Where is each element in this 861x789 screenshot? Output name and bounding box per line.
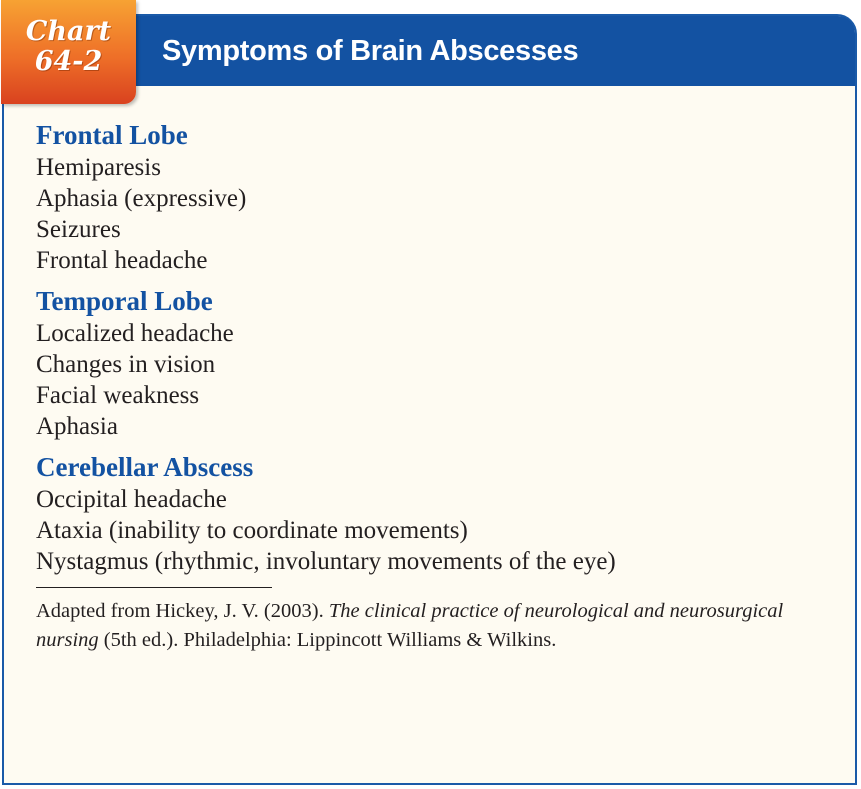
- chart-title: Symptoms of Brain Abscesses: [162, 35, 579, 67]
- section-heading: Temporal Lobe: [36, 286, 213, 316]
- footnote-book-title: The clinical practice of neurological an…: [36, 600, 784, 651]
- section-frontal-lobe: Frontal Lobe Hemiparesis Aphasia (expres…: [36, 119, 835, 276]
- list-item: Facial weakness: [36, 382, 200, 409]
- list-item: Changes in vision: [36, 351, 216, 378]
- list-item: Hemiparesis: [36, 154, 161, 181]
- chart-content: Frontal Lobe Hemiparesis Aphasia (expres…: [36, 119, 835, 655]
- list-item: Nystagmus (rhythmic, involuntary movemen…: [36, 548, 616, 575]
- source-footnote: Adapted from Hickey, J. V. (2003). The c…: [36, 597, 826, 655]
- chart-number-tab: Chart 64-2: [1, 0, 136, 104]
- section-temporal-lobe: Temporal Lobe Localized headache Changes…: [36, 285, 835, 442]
- section-heading: Cerebellar Abscess: [36, 452, 254, 482]
- list-item: Seizures: [36, 216, 121, 243]
- header-bar: Symptoms of Brain Abscesses: [4, 16, 855, 86]
- footnote-prefix: Adapted from Hickey, J. V. (2003).: [36, 600, 329, 622]
- footnote-suffix: (5th ed.). Philadelphia: Lippincott Will…: [98, 629, 557, 651]
- list-item: Occipital headache: [36, 486, 227, 513]
- list-item: Frontal headache: [36, 247, 208, 274]
- chart-tab-number: 64-2: [34, 46, 103, 77]
- chart-box: Symptoms of Brain Abscesses Frontal Lobe…: [2, 14, 857, 785]
- section-cerebellar-abscess: Cerebellar Abscess Occipital headache At…: [36, 451, 835, 577]
- list-item: Ataxia (inability to coordinate movement…: [36, 517, 468, 544]
- list-item: Aphasia (expressive): [36, 185, 247, 212]
- list-item: Aphasia: [36, 413, 118, 440]
- chart-tab-word: Chart: [25, 16, 112, 47]
- footnote-divider: [36, 587, 272, 588]
- list-item: Localized headache: [36, 320, 234, 347]
- section-heading: Frontal Lobe: [36, 120, 188, 150]
